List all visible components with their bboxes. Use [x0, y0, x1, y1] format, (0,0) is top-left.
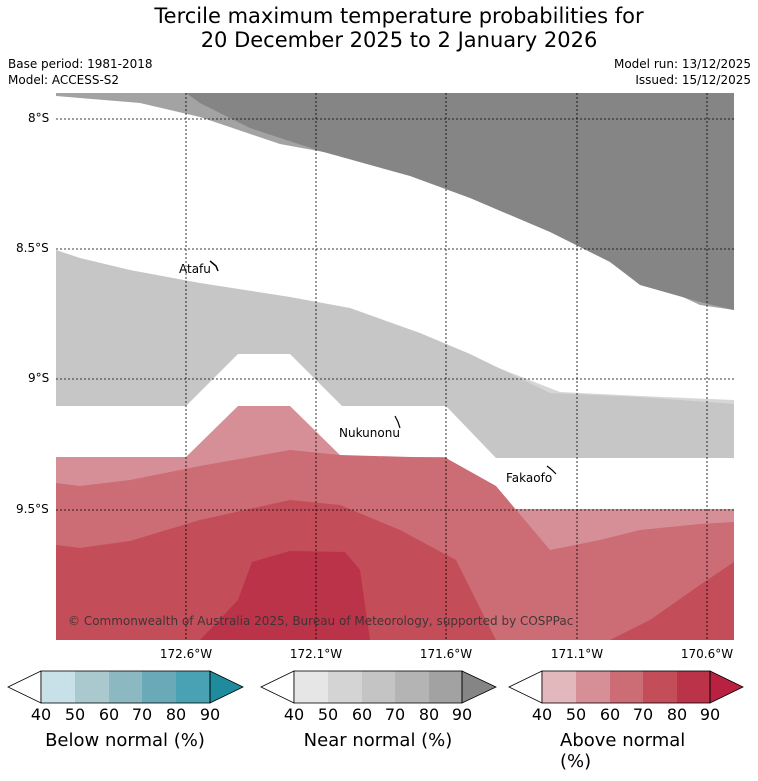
place-fakaofo: Fakaofo — [506, 471, 553, 485]
colorbar-near — [260, 670, 497, 704]
tick: 70 — [632, 705, 654, 724]
colorbar-swatch — [643, 671, 677, 703]
colorbar-swatch — [209, 670, 244, 704]
meta-left: Base period: 1981-2018 Model: ACCESS-S2 — [8, 56, 153, 88]
colorbar-swatch — [709, 670, 744, 704]
colorbar-above-label: Above normal (%) — [560, 730, 686, 772]
nukunonu-atoll-outline — [394, 415, 401, 429]
lon-label-170-6w: 170.6°W — [680, 647, 734, 661]
base-period: Base period: 1981-2018 — [8, 57, 153, 71]
tick: 60 — [351, 705, 373, 724]
colorbar-swatch — [395, 671, 429, 703]
meta-right: Model run: 13/12/2025 Issued: 15/12/2025 — [614, 56, 751, 88]
lon-label-171-1w: 171.1°W — [550, 647, 604, 661]
tick: 90 — [699, 705, 721, 724]
colorbar-below — [7, 670, 244, 704]
atafu-atoll-outline — [209, 260, 219, 272]
model-run: Model run: 13/12/2025 — [613, 57, 751, 71]
band-above-70b — [610, 562, 734, 640]
colorbar-below-label: Below normal (%) — [45, 730, 205, 751]
colorbar-swatch — [542, 671, 576, 703]
fakaofo-atoll-outline — [546, 465, 557, 475]
colorbar-swatch — [41, 671, 75, 703]
tick: 80 — [165, 705, 187, 724]
band-near-80 — [186, 93, 734, 310]
colorbar-swatch — [461, 670, 497, 704]
model-name: Model: ACCESS-S2 — [8, 73, 120, 87]
lat-label-8s: 8°S — [28, 111, 50, 125]
tick: 60 — [98, 705, 120, 724]
title-line-1: Tercile maximum temperature probabilitie… — [154, 4, 644, 28]
colorbar-above — [508, 670, 744, 704]
map-title: Tercile maximum temperature probabilitie… — [0, 4, 758, 52]
colorbar-swatch — [294, 671, 328, 703]
lon-label-172-1w: 172.1°W — [289, 647, 343, 661]
lon-label-171-6w: 171.6°W — [419, 647, 473, 661]
tick: 90 — [451, 705, 473, 724]
tick: 40 — [283, 705, 305, 724]
colorbar-swatch — [429, 671, 462, 703]
lat-label-9-5s: 9.5°S — [16, 502, 49, 516]
tick: 90 — [199, 705, 221, 724]
tick: 40 — [30, 705, 52, 724]
tick: 50 — [317, 705, 339, 724]
gridlines — [56, 93, 734, 640]
tick: 50 — [64, 705, 86, 724]
colorbar-swatch — [176, 671, 210, 703]
tick: 60 — [599, 705, 621, 724]
colorbar-swatch — [75, 671, 109, 703]
colorbar-swatch — [362, 671, 395, 703]
title-line-2: 20 December 2025 to 2 January 2026 — [200, 28, 598, 52]
colorbar-swatch — [576, 671, 610, 703]
tick: 50 — [565, 705, 587, 724]
tick: 80 — [666, 705, 688, 724]
colorbar-swatch — [142, 671, 176, 703]
place-atafu: Atafu — [179, 262, 211, 276]
probability-map — [56, 93, 734, 640]
band-above-80 — [200, 551, 370, 640]
place-nukunonu: Nukunonu — [339, 426, 400, 440]
tick: 70 — [131, 705, 153, 724]
tick: 80 — [418, 705, 440, 724]
colorbar-swatch — [109, 671, 142, 703]
lat-label-8-5s: 8.5°S — [16, 241, 49, 255]
tick: 40 — [531, 705, 553, 724]
colorbar-swatch — [610, 671, 643, 703]
copyright-notice: © Commonwealth of Australia 2025, Bureau… — [68, 614, 574, 628]
colorbar-swatch — [677, 671, 710, 703]
lat-label-9s: 9°S — [28, 371, 50, 385]
issued-date: Issued: 15/12/2025 — [635, 73, 751, 87]
colorbar-near-label: Near normal (%) — [303, 730, 453, 751]
tick: 70 — [384, 705, 406, 724]
lon-label-172-6w: 172.6°W — [159, 647, 213, 661]
colorbar-swatch — [328, 671, 362, 703]
